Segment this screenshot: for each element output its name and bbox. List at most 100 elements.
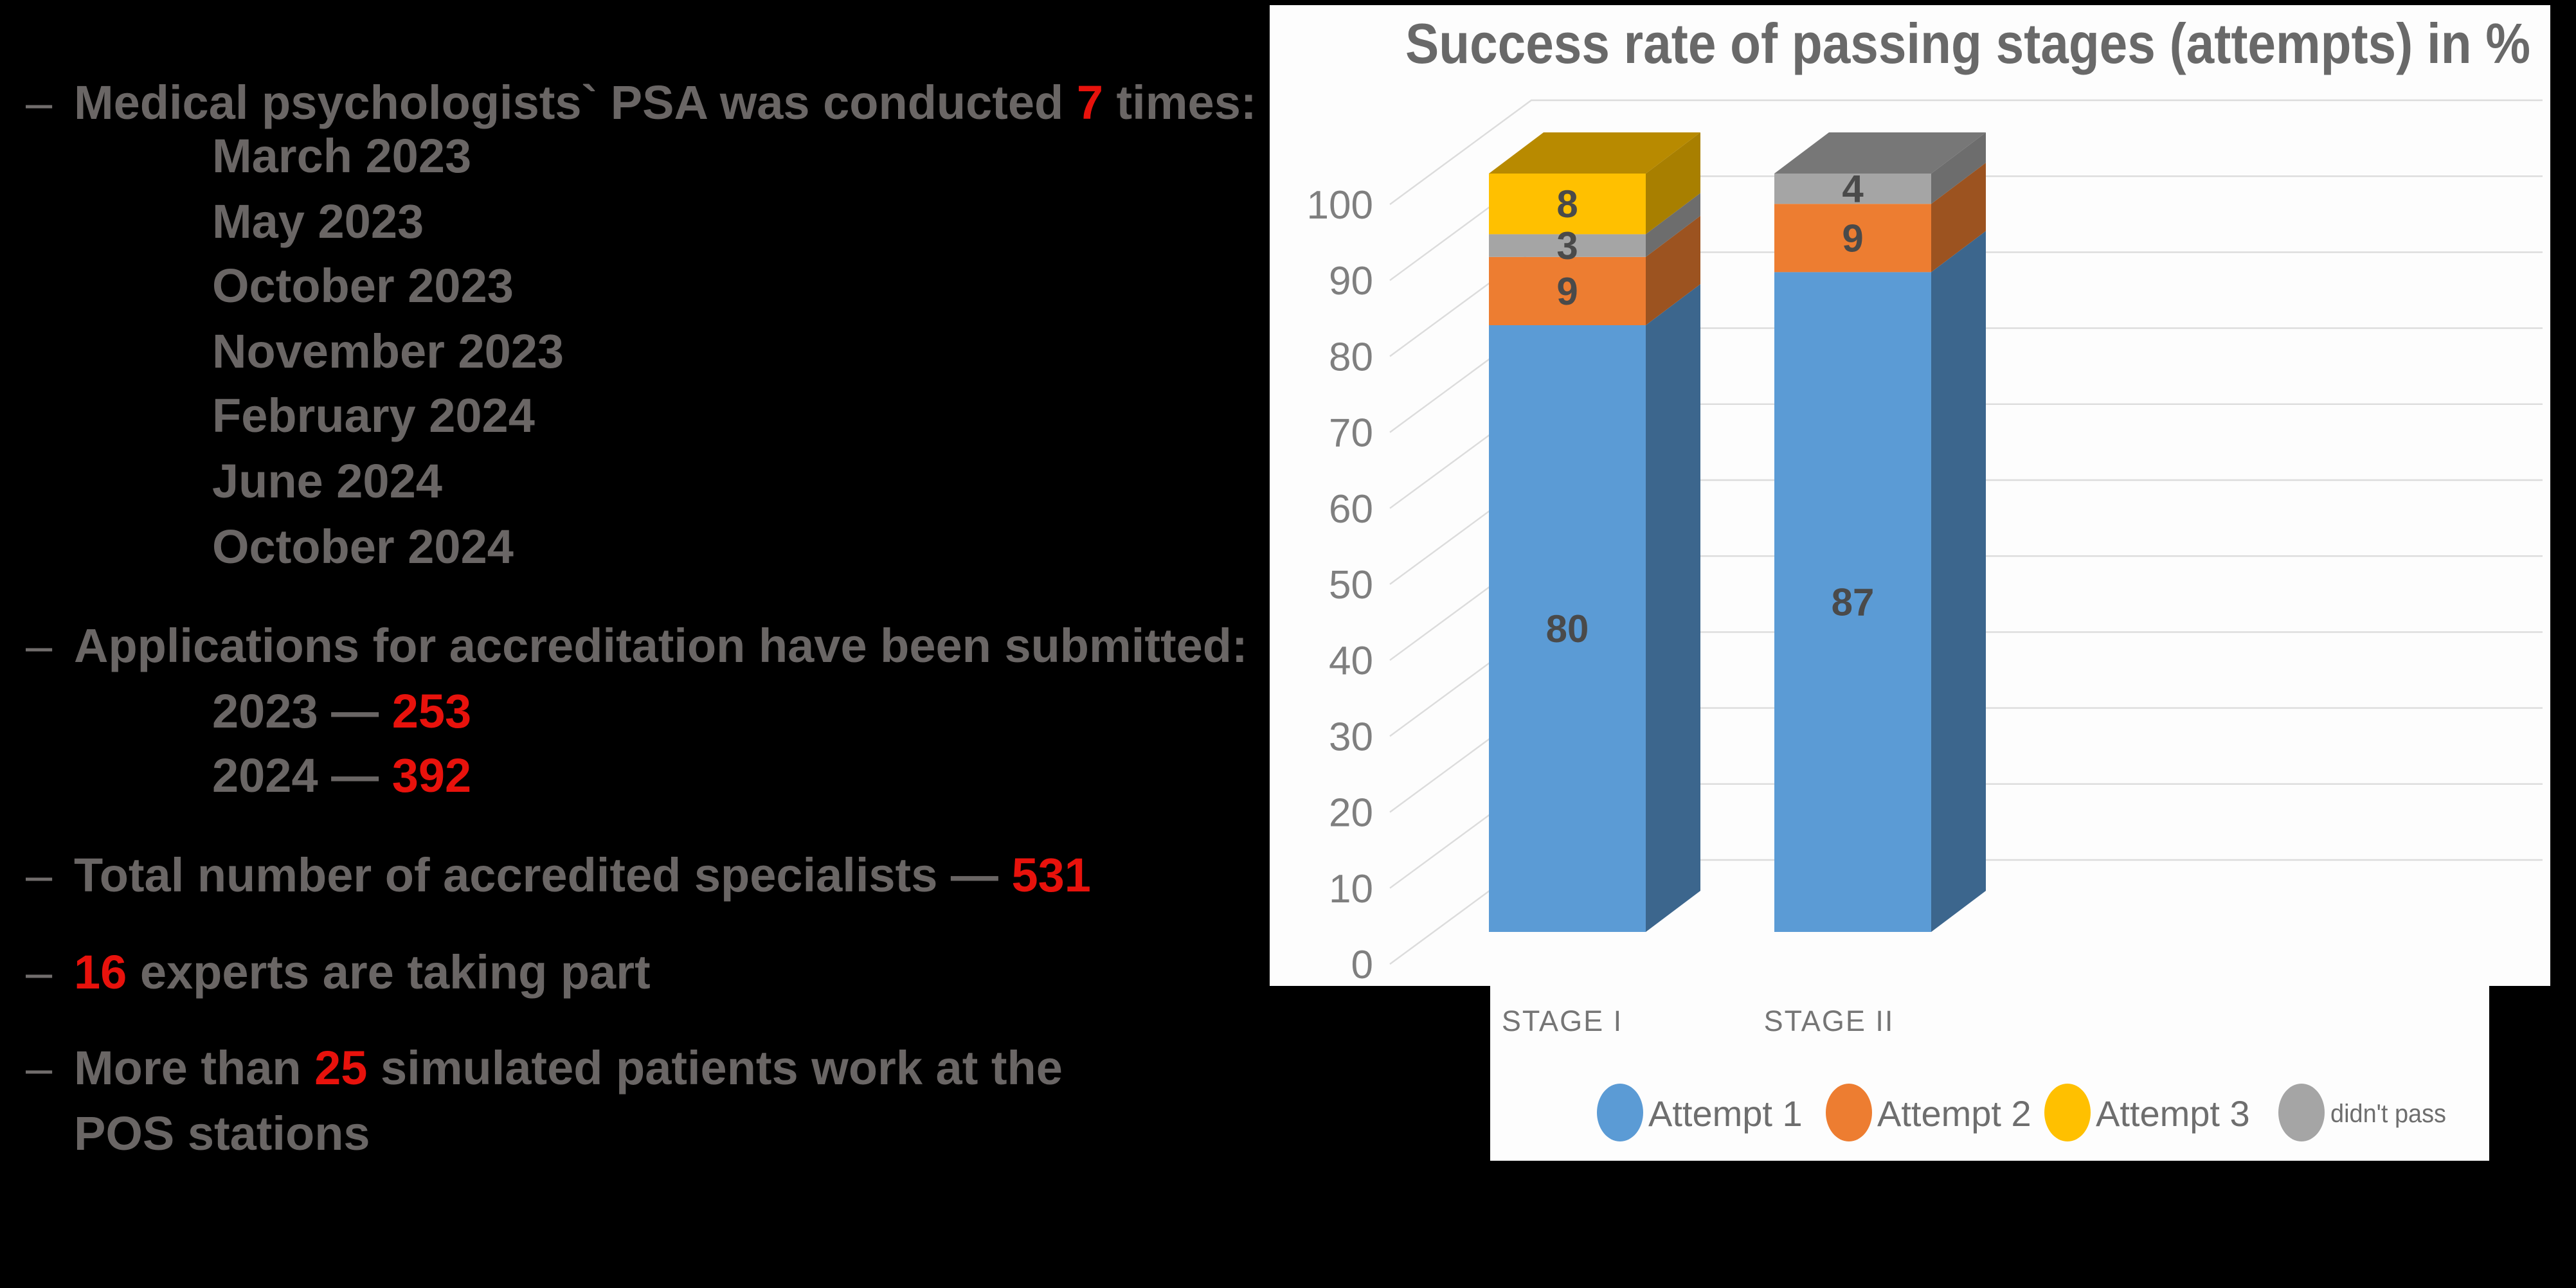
bullet-line: June 2024	[0, 448, 1270, 515]
text-segment: 2024 —	[212, 749, 392, 802]
bullet-text: 16 experts are taking part	[74, 939, 651, 1006]
bullet-text: 2023 — 253	[212, 678, 471, 745]
text-segment: Applications for accreditation have been…	[74, 619, 1248, 672]
text-segment: June 2024	[212, 454, 442, 508]
bullet-text: October 2023	[212, 253, 514, 319]
text-segment: experts are taking part	[127, 945, 651, 999]
bar-segment	[1774, 272, 1931, 932]
y-axis-tick-label: 0	[1351, 943, 1373, 987]
bullet-list: – Medical psychologists` PSA was conducte…	[0, 0, 1270, 1288]
text-segment: 2023 —	[212, 684, 392, 738]
y-axis-tick-label: 90	[1329, 259, 1373, 303]
bullet-line: May 2023	[0, 188, 1270, 255]
bullet-dash-icon: –	[26, 848, 53, 902]
text-segment: March 2023	[212, 129, 472, 183]
bullet-line: 2024 — 392	[0, 742, 1270, 809]
text-segment: Total number of accredited specialists —	[74, 848, 1012, 902]
y-axis-tick-label: 50	[1329, 563, 1373, 607]
bullet-text: June 2024	[212, 448, 442, 515]
data-label: 4	[1842, 168, 1864, 211]
highlight-number: 531	[1011, 848, 1091, 902]
y-axis-tick-label: 70	[1329, 411, 1373, 456]
data-label: 8	[1556, 183, 1578, 226]
bullet-line: November 2023	[0, 318, 1270, 385]
bullet-line: – Medical psychologists` PSA was conducte…	[0, 69, 1270, 136]
bar-segment-side	[1646, 132, 1700, 235]
text-segment: October 2023	[212, 259, 514, 312]
legend-marker-attempt-2	[1826, 1084, 1872, 1141]
y-axis-tick-label: 30	[1329, 715, 1373, 759]
legend: Attempt 1 Attempt 2 Attempt 3 didn't pas…	[1597, 1084, 2446, 1141]
legend-marker-attempt-1	[1597, 1084, 1643, 1141]
bar-segment	[1489, 325, 1646, 932]
chart-footer-background	[1490, 986, 2489, 1161]
bullet-dash-icon: –	[26, 76, 53, 129]
category-label-stage-1: STAGE I	[1502, 1005, 1623, 1037]
chart-title: Success rate of passing stages (attempts…	[1405, 12, 2530, 75]
bullet-line: March 2023	[0, 123, 1270, 190]
y-axis-tick-label: 10	[1329, 867, 1373, 911]
bullet-text: 2024 — 392	[212, 742, 471, 809]
data-label: 87	[1832, 581, 1875, 624]
bar-segment	[1489, 234, 1646, 257]
bar-segment-top	[1774, 132, 1986, 174]
text-segment: May 2023	[212, 195, 424, 248]
bullet-text: October 2024	[212, 514, 514, 580]
data-label: 9	[1842, 217, 1863, 260]
bar-segment-side	[1931, 163, 1986, 273]
legend-label-didnt-pass: didn't pass	[2330, 1100, 2446, 1128]
bar-segment	[1774, 174, 1931, 204]
bullet-line: October 2023	[0, 253, 1270, 319]
bullet-text: February 2024	[212, 382, 535, 449]
bullet-text: March 2023	[212, 123, 471, 190]
bullet-text: May 2023	[212, 188, 424, 255]
highlight-number: 25	[314, 1041, 368, 1095]
bullet-text: Applications for accreditation have been…	[74, 613, 1248, 679]
bar-segment-top	[1489, 132, 1700, 174]
highlight-number: 253	[392, 684, 472, 738]
bullet-dash-icon: –	[26, 945, 53, 999]
bullet-text: POS stations	[74, 1100, 370, 1167]
bar-segment-side	[1646, 284, 1700, 932]
data-label: 3	[1556, 224, 1578, 267]
y-axis-tick-label: 80	[1329, 335, 1373, 379]
gridline	[1389, 99, 2543, 205]
text-segment: More than	[74, 1041, 315, 1095]
bullet-dash-icon: –	[26, 619, 53, 672]
y-axis-tick-label: 100	[1307, 183, 1373, 228]
y-axis-tick-label: 20	[1329, 791, 1373, 836]
bullet-line: October 2024	[0, 514, 1270, 580]
bullet-line: February 2024	[0, 382, 1270, 449]
highlight-number: 7	[1076, 76, 1103, 129]
text-segment: simulated patients work at the	[367, 1041, 1063, 1095]
bullet-text: More than 25 simulated patients work at …	[74, 1035, 1063, 1102]
bullet-text: Total number of accredited specialists —…	[74, 842, 1091, 909]
text-segment: Medical psychologists` PSA was conducted	[74, 76, 1077, 129]
bullet-dash-icon: –	[26, 1041, 53, 1095]
bullet-line: – Total number of accredited specialists …	[0, 842, 1270, 909]
bar-segment	[1774, 204, 1931, 273]
bar-segment	[1489, 256, 1646, 325]
highlight-number: 16	[74, 945, 127, 999]
data-label: 80	[1546, 607, 1589, 650]
legend-label-attempt-1: Attempt 1	[1648, 1093, 1803, 1134]
y-axis-tick-label: 60	[1329, 487, 1373, 532]
bar-segment-side	[1646, 193, 1700, 257]
bullet-line: 2023 — 253	[0, 678, 1270, 745]
bullet-line: – Applications for accreditation have bee…	[0, 613, 1270, 679]
legend-label-attempt-3: Attempt 3	[2096, 1093, 2250, 1134]
bullet-line: POS stations	[0, 1100, 1270, 1167]
text-segment: October 2024	[212, 520, 514, 573]
text-segment: February 2024	[212, 389, 535, 442]
legend-label-attempt-2: Attempt 2	[1877, 1093, 2031, 1134]
bar-segment-side	[1931, 132, 1986, 204]
y-axis-tick-label: 40	[1329, 639, 1373, 683]
text-segment: times:	[1103, 76, 1257, 129]
text-segment: POS stations	[74, 1107, 370, 1160]
bar-segment-side	[1931, 231, 1986, 932]
legend-marker-didnt-pass	[2278, 1084, 2325, 1141]
bar-segment-side	[1646, 215, 1700, 325]
